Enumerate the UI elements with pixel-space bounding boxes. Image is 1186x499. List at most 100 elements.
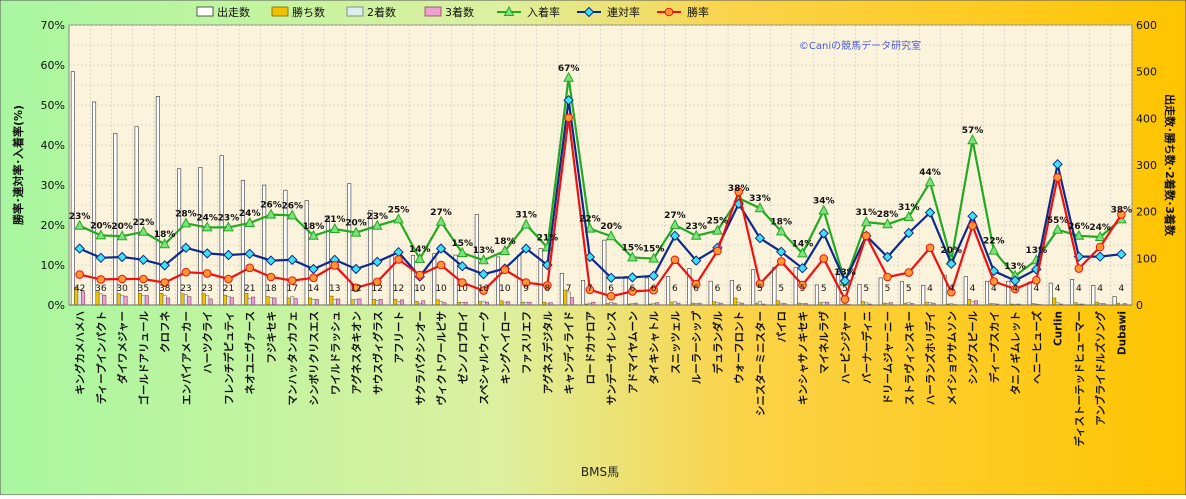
bar-starts — [390, 256, 393, 305]
bar-starts — [858, 284, 861, 305]
place-rate-label: 21% — [324, 215, 346, 225]
place-rate-label: 26% — [1068, 222, 1090, 232]
bar-wins — [393, 299, 396, 305]
x-tick-label: ルーラーシップ — [690, 311, 703, 385]
x-tick-label: スペシャルウィーク — [479, 311, 491, 405]
x-tick-label: アドマイヤムーン — [627, 311, 639, 394]
marker-win_rate — [97, 276, 105, 284]
bar-starts — [1007, 281, 1010, 305]
x-tick-label: アグネスタキオン — [350, 311, 363, 394]
bar-third — [358, 299, 361, 305]
bar-starts — [794, 268, 797, 305]
bar-starts — [666, 277, 669, 305]
starts-label: 4 — [970, 284, 976, 294]
starts-label: 10 — [414, 284, 426, 294]
bar-starts — [964, 277, 967, 305]
bar-starts — [156, 96, 159, 305]
y-axis-title-left: 勝率･連対率･入着率(%) — [11, 105, 25, 225]
marker-win_rate — [267, 273, 275, 281]
place-rate-label: 31% — [515, 211, 537, 221]
legend-swatch-wins — [272, 7, 288, 16]
y-tick-right: 500 — [1136, 66, 1157, 79]
starts-label: 5 — [842, 284, 848, 294]
place-rate-label: 38% — [1111, 205, 1133, 215]
x-tick-label: マイネルラヴ — [818, 311, 831, 374]
bar-starts — [730, 280, 733, 305]
marker-win_rate — [331, 262, 339, 270]
marker-win_rate — [714, 247, 722, 255]
x-tick-label: ヘニーヒューズ — [1030, 311, 1043, 384]
starts-label: 14 — [308, 284, 320, 294]
marker-win_rate — [1075, 265, 1083, 273]
bar-third — [166, 298, 169, 305]
starts-label: 5 — [863, 284, 869, 294]
place-rate-label: 25% — [707, 217, 729, 227]
marker-win_rate — [671, 256, 679, 264]
bar-third — [400, 300, 403, 305]
y-tick-left: 10% — [41, 259, 65, 272]
marker-win_rate — [777, 258, 785, 266]
x-tick-label: ロードカナロア — [585, 311, 597, 385]
starts-label: 10 — [435, 284, 447, 294]
place-rate-label: 22% — [983, 237, 1005, 247]
place-rate-label: 28% — [175, 209, 197, 219]
starts-label: 10 — [457, 284, 469, 294]
starts-label: 4 — [1055, 284, 1061, 294]
place-rate-label: 28% — [877, 210, 899, 220]
bar-third — [421, 301, 424, 305]
marker-win_rate — [203, 270, 211, 278]
starts-label: 18 — [265, 284, 277, 294]
bar-third — [294, 298, 297, 305]
x-tick-label: タイキシャトル — [649, 311, 661, 385]
bar-starts — [985, 281, 988, 305]
starts-label: 9 — [523, 284, 529, 294]
bar-starts — [624, 277, 627, 305]
bar-starts — [496, 257, 499, 305]
bar-third — [570, 298, 573, 305]
y-tick-right: 200 — [1136, 206, 1157, 219]
bar-third — [273, 298, 276, 305]
bar-starts — [71, 72, 74, 305]
x-tick-label: アンブライドルズソング — [1094, 311, 1107, 426]
bar-starts — [1049, 283, 1052, 305]
x-tick-label: キングヘイロー — [499, 311, 512, 384]
place-rate-label: 15% — [622, 243, 644, 253]
bar-starts — [92, 102, 95, 305]
x-tick-label: フレンチデピュティ — [222, 311, 235, 405]
x-tick-label: ヴィクトワールピサ — [435, 311, 448, 406]
bar-wins — [245, 293, 248, 305]
place-rate-label: 38% — [728, 184, 750, 194]
x-tick-label: Curlin — [1053, 311, 1065, 346]
bar-third — [188, 297, 191, 305]
x-tick-label: キンシャサノキセキ — [797, 311, 809, 405]
starts-label: 6 — [693, 284, 699, 294]
place-rate-label: 24% — [239, 209, 261, 219]
bar-starts — [751, 270, 754, 305]
x-tick-label: シンボリクリスエス — [307, 311, 320, 406]
place-rate-label: 57% — [962, 126, 984, 136]
bar-second — [184, 295, 187, 305]
x-tick-label: ハーツクライ — [202, 311, 214, 374]
place-rate-label: 20% — [600, 222, 622, 232]
place-rate-label: 27% — [430, 208, 452, 218]
bar-starts — [773, 267, 776, 305]
starts-label: 10 — [478, 284, 490, 294]
marker-win_rate — [437, 261, 445, 269]
bar-wins — [372, 299, 375, 305]
y-tick-left: 30% — [41, 179, 65, 192]
x-tick-label: タニノギムレット — [1009, 311, 1022, 395]
place-rate-label: 18% — [494, 237, 516, 247]
bar-second — [354, 299, 357, 305]
bar-starts — [1092, 285, 1095, 305]
x-tick-label: ハービンジャー — [839, 311, 852, 384]
marker-win_rate — [416, 271, 424, 279]
starts-label: 6 — [672, 284, 678, 294]
x-tick-label: シングスピール — [967, 311, 980, 385]
place-rate-label: 20% — [111, 222, 133, 232]
bar-third — [379, 299, 382, 305]
marker-win_rate — [182, 268, 190, 276]
marker-win_rate — [841, 296, 849, 304]
bar-second — [376, 300, 379, 305]
x-tick-label: ウォーフロント — [734, 311, 746, 384]
